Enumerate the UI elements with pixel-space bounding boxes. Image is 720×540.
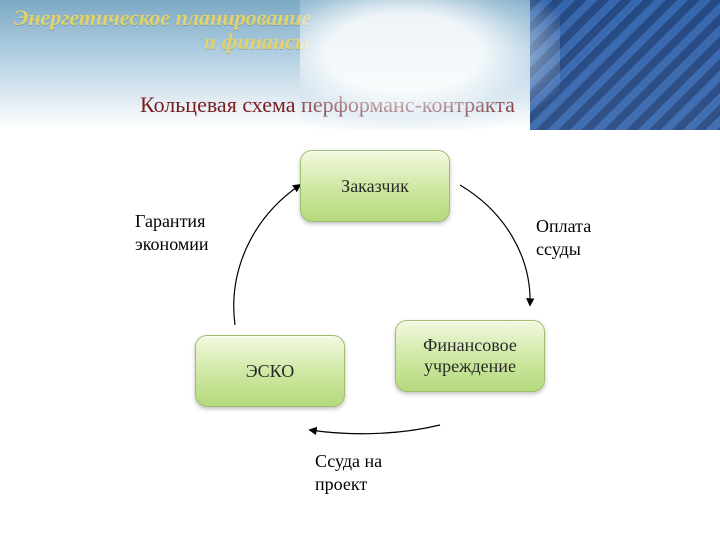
edge-label-loan: Ссуда на проект: [315, 450, 435, 495]
node-finance: Финансовое учреждение: [395, 320, 545, 392]
edge-label-payment-text: Оплата ссуды: [536, 216, 591, 259]
node-finance-label: Финансовое учреждение: [400, 335, 540, 376]
node-customer-label: Заказчик: [341, 176, 409, 197]
edge-label-loan-text: Ссуда на проект: [315, 451, 382, 494]
slide-subtitle: Кольцевая схема перформанс-контракта: [140, 92, 515, 118]
brand-line1: Энергетическое планирование: [14, 5, 311, 30]
node-esco-label: ЭСКО: [246, 361, 294, 382]
edge-label-guarantee: Гарантия экономии: [135, 210, 235, 255]
header-banner: Энергетическое планирование и финансы Ко…: [0, 0, 720, 130]
edge-label-payment: Оплата ссуды: [536, 215, 616, 260]
node-customer: Заказчик: [300, 150, 450, 222]
brand-line2: и финансы: [14, 30, 311, 54]
edge-label-guarantee-text: Гарантия экономии: [135, 211, 209, 254]
brand-title: Энергетическое планирование и финансы: [14, 6, 311, 54]
diagram-stage: Заказчик Финансовое учреждение ЭСКО Опла…: [0, 130, 720, 540]
node-esco: ЭСКО: [195, 335, 345, 407]
